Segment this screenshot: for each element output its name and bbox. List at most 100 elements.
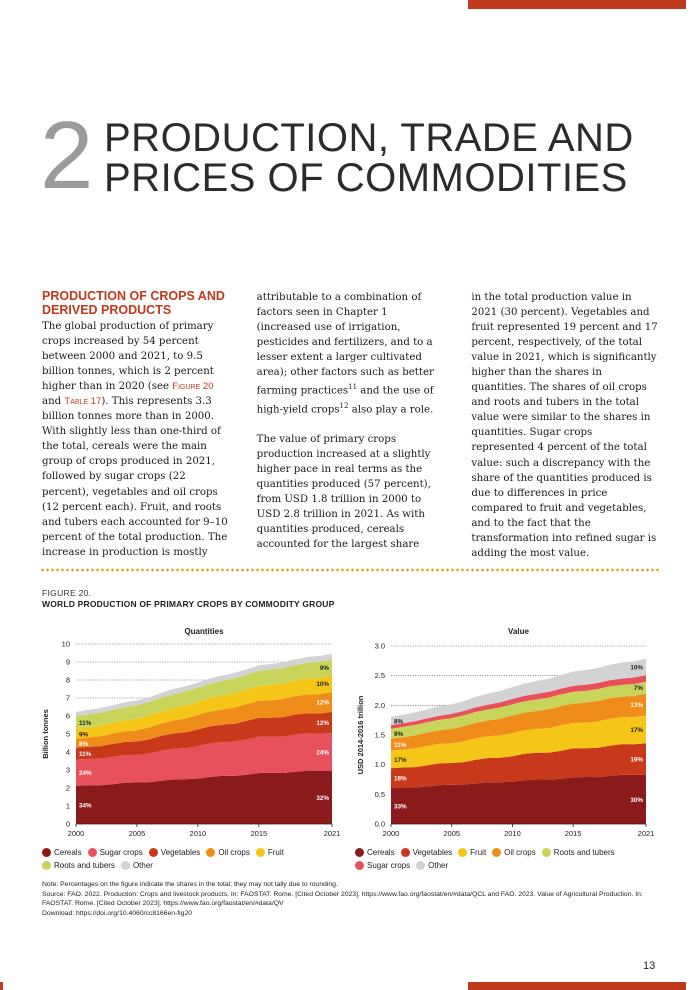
- value-legend-swatch: [355, 848, 364, 857]
- quantities-pct-label-2000: 11%: [79, 751, 92, 758]
- dotted-divider: [40, 568, 660, 572]
- paragraph-2: attributable to a combination of factors…: [257, 290, 444, 417]
- quantities-x-tick-label: 2000: [68, 829, 85, 838]
- value-y-tick-label: 0.0: [375, 820, 385, 829]
- quantities-legend-item-vegetables: Vegetables: [148, 846, 201, 859]
- quantities-legend-label: Vegetables: [160, 848, 201, 857]
- quantities-pct-label-2000: 9%: [79, 731, 89, 738]
- quantities-y-tick-label: 0: [66, 820, 70, 829]
- value-x-tick-label: 2021: [638, 829, 655, 838]
- quantities-legend-label: Cereals: [54, 848, 82, 857]
- chapter-title-line-2: PRICES OF COMMODITIES: [104, 156, 628, 200]
- figure-link[interactable]: Figure 20: [172, 381, 214, 393]
- value-pct-label-2021: 10%: [630, 665, 643, 672]
- quantities-legend-label: Oil crops: [218, 848, 250, 857]
- quantities-y-tick-label: 8: [66, 676, 70, 685]
- value-chart: Value USD 2014-2016 trillion 0.0 0.5 1.0 1.5 2…: [355, 622, 660, 877]
- value-pct-label-2000: 33%: [394, 804, 407, 811]
- quantities-legend-swatch: [87, 848, 97, 857]
- value-legend-item-oil-crops: Oil crops: [492, 846, 536, 859]
- quantities-title: Quantities: [184, 627, 224, 636]
- para-text: attributable to a combination of factors…: [256, 292, 434, 397]
- value-pct-label-2000: 17%: [394, 757, 407, 764]
- quantities-legend-item-cereals: Cereals: [42, 846, 82, 859]
- quantities-x-tick-label: 2005: [129, 829, 146, 838]
- value-x-tick-label: 2005: [443, 829, 460, 838]
- figure-label: FIGURE 20.: [42, 588, 92, 598]
- value-legend-swatch: [355, 861, 364, 870]
- quantities-legend-item-other: Other: [120, 859, 153, 872]
- quantities-y-tick-label: 4: [66, 748, 70, 757]
- column-1: PRODUCTION OF CROPS AND DERIVED PRODUCTS…: [42, 289, 229, 561]
- value-pct-label-2000: 9%: [394, 731, 404, 738]
- value-y-tick-label: 1.0: [375, 760, 385, 769]
- value-pct-label-2021: 30%: [630, 797, 643, 804]
- value-pct-label-2000: 8%: [394, 718, 404, 725]
- quantities-y-tick-label: 9: [66, 658, 70, 667]
- quantities-x-tick-label: 2021: [324, 829, 341, 838]
- value-pct-label-2000: 18%: [394, 776, 407, 783]
- quantities-pct-label-2021: 10%: [316, 681, 329, 688]
- quantities-legend-swatch: [148, 848, 158, 857]
- quantities-y-tick-label: 7: [66, 694, 70, 703]
- value-legend-label: Fruit: [470, 848, 487, 857]
- value-legend-swatch: [492, 848, 502, 857]
- body-columns: PRODUCTION OF CROPS AND DERIVED PRODUCTS…: [42, 289, 658, 561]
- table-link[interactable]: Table 17: [64, 396, 102, 408]
- quantities-y-tick-label: 10: [62, 640, 70, 649]
- top-accent-bar: [468, 0, 686, 9]
- value-legend-item-other: Other: [416, 859, 448, 872]
- quantities-legend-swatch: [255, 848, 265, 857]
- quantities-area-other: [76, 653, 332, 717]
- value-y-tick-label: 0.5: [375, 790, 385, 799]
- value-title: Value: [508, 627, 529, 636]
- para-text: and the use of high-yield crops: [256, 385, 434, 416]
- value-legend-label: Vegetables: [412, 848, 453, 857]
- quantities-pct-label-2021: 32%: [316, 795, 329, 802]
- column-3: in the total production value in 2021 (3…: [471, 290, 658, 561]
- quantities-legend-swatch: [120, 861, 130, 870]
- value-x-tick-label: 2010: [504, 829, 521, 838]
- quantities-y-tick-label: 2: [66, 784, 70, 793]
- quantities-legend-item-sugar-crops: Sugar crops: [87, 846, 143, 859]
- paragraph-1: The global production of primary crops i…: [42, 319, 229, 560]
- value-area-cereals: [391, 774, 646, 824]
- value-legend-item-sugar-crops: Sugar crops: [355, 859, 410, 872]
- value-legend-swatch: [541, 848, 551, 857]
- quantities-x-tick-label: 2015: [251, 829, 268, 838]
- value-y-tick-label: 3.0: [375, 642, 385, 651]
- quantities-area-cereals: [76, 770, 332, 824]
- value-y-axis-label: USD 2014-2016 trillion: [356, 695, 365, 774]
- value-x-tick-label: 2015: [565, 829, 582, 838]
- value-legend-swatch: [458, 848, 468, 857]
- value-area-vegetables: [391, 743, 646, 789]
- footnote-ref[interactable]: 11: [348, 383, 358, 392]
- quantities-area-sugar-crops: [76, 732, 332, 786]
- value-pct-label-2000: 11%: [394, 742, 407, 749]
- value-legend-label: Roots and tubers: [553, 848, 615, 857]
- footnote-ref[interactable]: 12: [339, 401, 349, 410]
- value-legend-item-vegetables: Vegetables: [400, 846, 453, 859]
- chapter-title: PRODUCTION, TRADE AND PRICES OF COMMODIT…: [104, 118, 634, 198]
- value-pct-label-2021: 7%: [634, 685, 644, 692]
- para-text: and: [42, 396, 65, 408]
- quantities-y-tick-label: 6: [66, 712, 70, 721]
- paragraph-3: The value of primary crops production in…: [256, 434, 431, 551]
- quantities-y-tick-label: 3: [66, 766, 70, 775]
- page-number: 13: [643, 960, 656, 972]
- chapter-title-line-1: PRODUCTION, TRADE AND: [104, 116, 634, 160]
- chapter-number: 2: [40, 102, 94, 209]
- quantities-pct-label-2000: 11%: [79, 720, 92, 727]
- quantities-y-axis-label: Billion tonnes: [42, 709, 50, 759]
- value-pct-label-2021: 13%: [630, 702, 643, 709]
- quantities-area-vegetables: [76, 712, 332, 760]
- quantities-pct-label-2021: 12%: [316, 700, 329, 707]
- quantities-legend-label: Roots and tubers: [54, 861, 115, 870]
- value-y-tick-label: 2.0: [375, 701, 385, 710]
- download-link[interactable]: Download: https://doi.org/10.4060/cc8166…: [42, 909, 193, 917]
- quantities-legend-label: Fruit: [267, 848, 284, 857]
- note-text: Note: Percentages on the figure indicate…: [42, 881, 338, 888]
- quantities-legend-item-oil-crops: Oil crops: [206, 846, 250, 859]
- quantities-chart-svg: Quantities Billion tonnes 0 1 2 3 4 5 6 7 8 9 10 34% 2…: [42, 627, 341, 838]
- quantities-pct-label-2021: 24%: [316, 749, 329, 756]
